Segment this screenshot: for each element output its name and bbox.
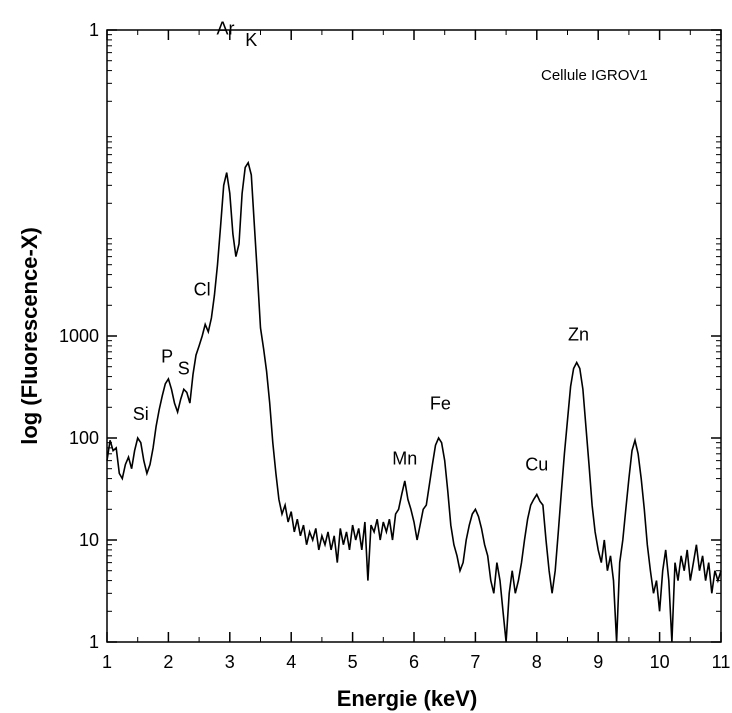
x-axis-ticks: 1 2 3 4 5 6 7 8 9 10 11 — [102, 30, 730, 672]
x-tick-label: 9 — [593, 652, 603, 672]
peak-label-ar: Ar — [217, 19, 235, 39]
y-tick-label: 10 — [79, 530, 99, 550]
x-tick-label: 8 — [532, 652, 542, 672]
x-tick-label: 6 — [409, 652, 419, 672]
peak-label-fe: Fe — [430, 394, 451, 414]
x-tick-label: 11 — [712, 652, 731, 672]
peak-label-p: P — [161, 346, 173, 366]
x-tick-label: 5 — [348, 652, 358, 672]
x-tick-label: 7 — [470, 652, 480, 672]
sample-label: Cellule IGROV1 — [541, 67, 648, 84]
spectrum-line — [106, 160, 722, 643]
y-tick-label: 100 — [69, 428, 99, 448]
x-axis-title: Energie (keV) — [337, 686, 478, 711]
x-tick-label: 2 — [163, 652, 173, 672]
x-tick-label: 4 — [286, 652, 296, 672]
plot-frame — [106, 29, 722, 643]
y-axis-ticks: 1 10 100 1000 1 — [59, 20, 721, 652]
peak-label-k: K — [245, 30, 257, 50]
peak-label-cl: Cl — [194, 279, 211, 299]
x-tick-label: 1 — [102, 652, 112, 672]
y-tick-label: 1 — [89, 20, 99, 40]
peak-label-mn: Mn — [392, 448, 417, 468]
peak-label-cu: Cu — [525, 455, 548, 475]
y-axis-title: log (Fluorescence-X) — [17, 227, 42, 445]
peak-label-zn: Zn — [568, 325, 589, 345]
x-tick-label: 3 — [225, 652, 235, 672]
peak-labels: Si PS Cl Ar K Mn Fe Cu Zn — [133, 19, 589, 475]
peak-label-s: S — [178, 358, 190, 378]
y-tick-label: 1000 — [59, 326, 99, 346]
y-tick-label: 1 — [89, 632, 99, 652]
peak-label-si: Si — [133, 404, 149, 424]
x-tick-label: 10 — [650, 652, 670, 672]
